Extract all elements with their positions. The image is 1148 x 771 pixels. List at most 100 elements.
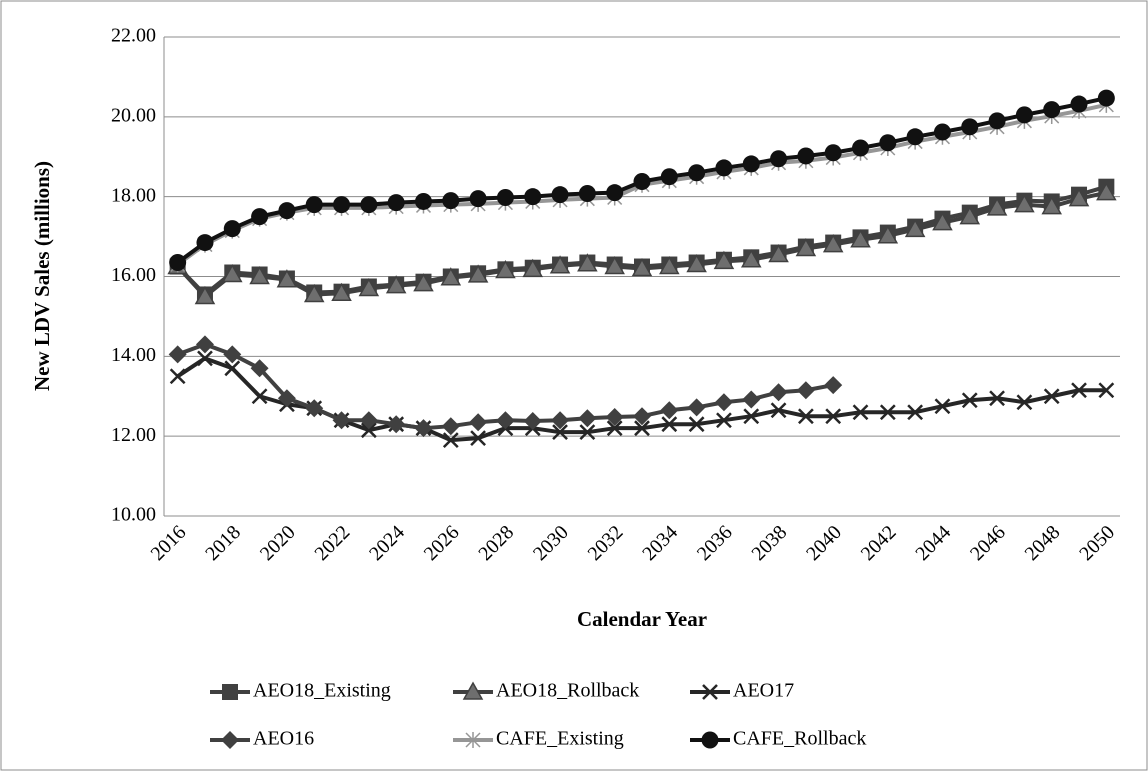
marker xyxy=(579,424,596,441)
marker xyxy=(441,417,460,436)
marker xyxy=(360,422,377,439)
marker xyxy=(633,172,651,190)
marker xyxy=(414,419,433,438)
marker xyxy=(305,196,323,214)
legend-item: AEO18_Rollback xyxy=(453,680,639,702)
marker xyxy=(852,139,870,157)
marker xyxy=(168,345,187,364)
marker xyxy=(222,684,238,700)
marker xyxy=(387,194,405,212)
marker xyxy=(197,350,213,367)
marker xyxy=(1071,382,1087,399)
y-tick-label: 20.00 xyxy=(111,104,156,126)
marker xyxy=(961,392,978,409)
marker xyxy=(631,257,653,277)
y-axis-title: New LDV Sales (millions) xyxy=(30,161,54,391)
marker xyxy=(688,164,706,182)
marker xyxy=(824,376,843,395)
marker xyxy=(932,212,953,231)
marker xyxy=(276,269,298,288)
marker xyxy=(414,192,432,210)
marker xyxy=(701,731,719,749)
y-tick-label: 18.00 xyxy=(111,184,156,206)
marker xyxy=(959,206,981,225)
marker xyxy=(442,192,460,210)
marker xyxy=(359,411,378,430)
marker xyxy=(989,390,1005,407)
marker xyxy=(251,208,269,226)
marker xyxy=(768,244,789,263)
legend-item: AEO17 xyxy=(690,680,794,702)
marker xyxy=(551,186,569,204)
legend-item: CAFE_Existing xyxy=(453,728,624,750)
marker xyxy=(961,118,979,136)
marker xyxy=(496,411,515,430)
marker xyxy=(702,684,718,700)
marker xyxy=(769,383,788,402)
marker xyxy=(633,407,651,426)
marker xyxy=(249,265,270,285)
marker xyxy=(413,273,434,292)
legend-label: AEO18_Existing xyxy=(253,680,391,702)
legend-item: CAFE_Rollback xyxy=(690,728,866,750)
marker xyxy=(524,188,542,206)
marker xyxy=(1098,382,1115,399)
marker xyxy=(770,402,787,419)
marker xyxy=(303,283,325,303)
marker xyxy=(578,184,596,202)
marker xyxy=(1014,194,1035,213)
marker xyxy=(1068,188,1090,207)
marker xyxy=(850,229,871,248)
marker xyxy=(906,128,924,146)
marker xyxy=(986,197,1008,216)
marker xyxy=(551,411,570,430)
marker xyxy=(250,359,269,378)
marker xyxy=(740,249,762,268)
marker xyxy=(470,430,486,447)
y-tick-label: 22.00 xyxy=(111,25,156,47)
marker xyxy=(549,255,571,274)
marker xyxy=(988,112,1006,130)
marker xyxy=(358,277,380,297)
marker xyxy=(686,253,707,273)
marker xyxy=(934,398,951,415)
marker xyxy=(1043,388,1060,405)
marker xyxy=(467,264,489,283)
marker xyxy=(224,360,241,377)
marker xyxy=(660,168,678,186)
marker xyxy=(634,420,650,437)
marker xyxy=(1070,95,1088,113)
x-axis-title: Calendar Year xyxy=(577,607,707,631)
marker xyxy=(795,238,817,257)
marker xyxy=(1096,182,1117,201)
marker xyxy=(659,255,680,275)
y-tick-label: 12.00 xyxy=(111,424,156,446)
marker xyxy=(798,408,814,425)
marker xyxy=(825,408,842,425)
marker xyxy=(1041,196,1062,215)
marker xyxy=(714,393,733,412)
marker xyxy=(385,275,407,294)
marker xyxy=(221,731,239,749)
marker xyxy=(196,234,214,252)
marker xyxy=(907,404,924,421)
marker xyxy=(440,267,462,286)
legend-item: AEO16 xyxy=(210,728,314,750)
marker xyxy=(604,255,625,275)
marker xyxy=(770,150,788,168)
marker xyxy=(852,404,869,421)
marker xyxy=(577,253,598,272)
marker xyxy=(469,413,488,432)
marker xyxy=(660,401,679,420)
marker xyxy=(387,415,406,434)
marker xyxy=(332,411,351,430)
marker xyxy=(797,147,815,165)
marker xyxy=(222,263,243,283)
marker xyxy=(331,282,352,302)
marker xyxy=(223,345,242,364)
marker xyxy=(496,188,514,206)
marker xyxy=(606,420,623,437)
marker xyxy=(465,732,481,748)
marker xyxy=(469,190,487,208)
